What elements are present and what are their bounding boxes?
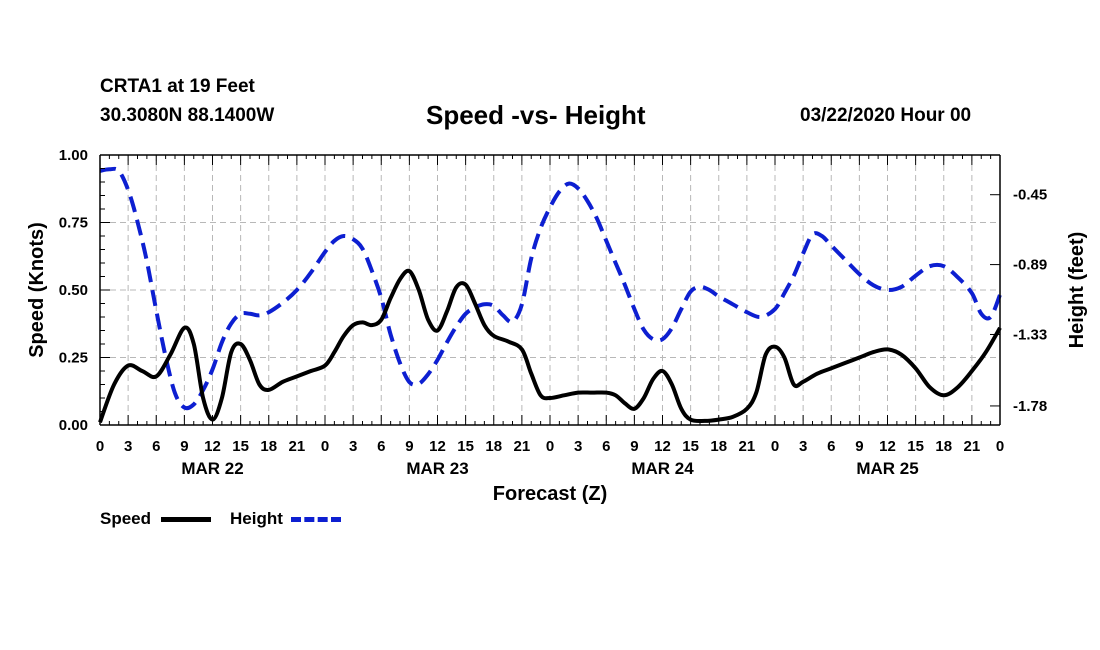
y-left-tick-label: 0.75 — [59, 215, 88, 232]
x-tick-label: 9 — [180, 438, 188, 455]
x-tick-label: 6 — [152, 438, 160, 455]
series-line-height — [99, 166, 1002, 411]
y-right-tick-label: -1.78 — [1013, 398, 1047, 415]
tick-labels: 0 3 6 9 12 15 18 21 0 3 6 9 12 15 18 21 0 3 6 9 12 15 18 21 0 3 6 9… — [26, 147, 1088, 505]
chart-title: Speed -vs- Height — [426, 100, 646, 130]
y-right-tick-label: -1.33 — [1013, 326, 1047, 343]
x-tick-label: 15 — [457, 438, 474, 455]
legend-speed-label: Speed — [100, 509, 152, 528]
x-tick-label: 3 — [799, 438, 807, 455]
x-tick-label: 21 — [739, 438, 756, 455]
x-tick-label: 21 — [964, 438, 981, 455]
x-tick-label: 0 — [771, 438, 779, 455]
x-tick-label: 18 — [710, 438, 727, 455]
x-tick-label: 12 — [654, 438, 671, 455]
legend-height-label: Height — [230, 509, 283, 528]
x-tick-label: 0 — [96, 438, 104, 455]
x-tick-label: 18 — [260, 438, 277, 455]
x-tick-label: 0 — [996, 438, 1004, 455]
y-right-axis-title: Height (feet) — [1066, 232, 1088, 349]
x-tick-label: 3 — [574, 438, 582, 455]
day-label: MAR 22 — [181, 459, 243, 478]
x-tick-label: 6 — [602, 438, 610, 455]
x-tick-label: 0 — [321, 438, 329, 455]
x-tick-label: 0 — [546, 438, 554, 455]
series-line-speed — [98, 268, 1002, 424]
day-label: MAR 24 — [631, 459, 694, 478]
day-label: MAR 23 — [406, 459, 468, 478]
x-tick-label: 15 — [907, 438, 924, 455]
x-axis-title: Forecast (Z) — [493, 483, 607, 505]
x-tick-label: 15 — [232, 438, 249, 455]
x-tick-label: 12 — [204, 438, 221, 455]
x-tick-label: 12 — [879, 438, 896, 455]
day-label: MAR 25 — [856, 459, 918, 478]
coordinates-label: 30.3080N 88.1400W — [100, 105, 275, 126]
y-left-tick-label: 0.50 — [59, 282, 88, 299]
x-tick-label: 15 — [682, 438, 699, 455]
y-left-axis-title: Speed (Knots) — [26, 222, 48, 358]
x-tick-label: 9 — [630, 438, 638, 455]
station-label: CRTA1 at 19 Feet — [100, 76, 255, 97]
x-tick-label: 21 — [514, 438, 531, 455]
x-tick-label: 6 — [827, 438, 835, 455]
series-lines — [98, 166, 1002, 424]
x-tick-label: 6 — [377, 438, 385, 455]
y-right-tick-label: -0.45 — [1013, 187, 1047, 204]
x-tick-label: 21 — [289, 438, 306, 455]
y-left-tick-label: 1.00 — [59, 147, 88, 164]
legend-speed-swatch — [161, 517, 211, 522]
y-left-tick-label: 0.25 — [59, 350, 88, 367]
grid-lines — [100, 155, 1000, 425]
y-right-tick-label: -0.89 — [1013, 257, 1047, 274]
x-tick-label: 3 — [124, 438, 132, 455]
legend-height-swatch — [291, 517, 341, 522]
forecast-datetime: 03/22/2020 Hour 00 — [800, 105, 972, 126]
y-left-tick-label: 0.00 — [59, 417, 88, 434]
x-tick-label: 9 — [855, 438, 863, 455]
x-tick-label: 9 — [405, 438, 413, 455]
x-tick-label: 18 — [485, 438, 502, 455]
x-tick-label: 18 — [935, 438, 952, 455]
tick-marks — [99, 154, 1001, 426]
x-tick-label: 12 — [429, 438, 446, 455]
x-tick-label: 3 — [349, 438, 357, 455]
